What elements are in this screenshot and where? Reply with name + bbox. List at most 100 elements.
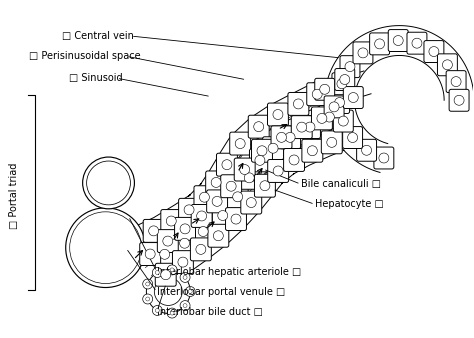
Circle shape xyxy=(273,110,283,120)
Circle shape xyxy=(146,270,190,313)
FancyBboxPatch shape xyxy=(227,185,248,208)
Circle shape xyxy=(155,270,159,274)
FancyBboxPatch shape xyxy=(343,127,363,148)
FancyBboxPatch shape xyxy=(241,191,262,214)
Circle shape xyxy=(260,181,270,191)
Circle shape xyxy=(244,173,254,183)
Circle shape xyxy=(155,277,182,306)
Text: □ Portal triad: □ Portal triad xyxy=(9,163,18,229)
Circle shape xyxy=(276,132,286,142)
FancyBboxPatch shape xyxy=(407,32,427,54)
Circle shape xyxy=(180,238,190,248)
Text: Interlobar portal venule □: Interlobar portal venule □ xyxy=(157,287,285,297)
Circle shape xyxy=(320,84,330,94)
FancyBboxPatch shape xyxy=(353,42,373,64)
FancyBboxPatch shape xyxy=(191,204,212,227)
FancyBboxPatch shape xyxy=(370,33,390,55)
Circle shape xyxy=(335,98,345,107)
Circle shape xyxy=(66,208,146,288)
Circle shape xyxy=(145,249,155,259)
Circle shape xyxy=(254,122,264,132)
FancyBboxPatch shape xyxy=(388,30,408,51)
Circle shape xyxy=(170,311,174,315)
FancyBboxPatch shape xyxy=(267,103,288,126)
FancyBboxPatch shape xyxy=(221,175,242,198)
FancyBboxPatch shape xyxy=(329,92,350,114)
Circle shape xyxy=(305,122,315,132)
Circle shape xyxy=(233,192,243,202)
Circle shape xyxy=(324,112,334,122)
Text: □ Central vein: □ Central vein xyxy=(63,31,134,41)
FancyBboxPatch shape xyxy=(173,251,193,273)
Circle shape xyxy=(393,35,403,46)
Circle shape xyxy=(231,214,241,224)
FancyBboxPatch shape xyxy=(356,139,376,161)
FancyBboxPatch shape xyxy=(207,190,228,213)
Circle shape xyxy=(273,166,283,176)
FancyBboxPatch shape xyxy=(212,204,233,227)
Circle shape xyxy=(212,196,222,206)
Circle shape xyxy=(152,268,162,277)
FancyBboxPatch shape xyxy=(154,243,175,266)
FancyBboxPatch shape xyxy=(446,71,466,93)
FancyBboxPatch shape xyxy=(230,132,251,155)
Circle shape xyxy=(170,268,174,272)
Circle shape xyxy=(379,153,389,163)
FancyBboxPatch shape xyxy=(161,210,182,233)
Circle shape xyxy=(155,309,159,312)
Text: Interlobar bile duct □: Interlobar bile duct □ xyxy=(157,307,263,317)
FancyBboxPatch shape xyxy=(302,139,323,162)
Circle shape xyxy=(152,306,162,315)
Circle shape xyxy=(442,60,452,70)
FancyBboxPatch shape xyxy=(438,54,457,76)
Circle shape xyxy=(149,226,159,236)
Circle shape xyxy=(180,272,190,282)
Circle shape xyxy=(196,244,206,254)
FancyBboxPatch shape xyxy=(155,263,176,286)
Circle shape xyxy=(183,304,187,308)
Circle shape xyxy=(362,145,372,155)
Text: Hepatocyte □: Hepatocyte □ xyxy=(315,199,383,209)
Circle shape xyxy=(312,89,322,99)
Circle shape xyxy=(340,74,350,84)
Circle shape xyxy=(146,282,150,286)
Circle shape xyxy=(218,211,228,220)
FancyBboxPatch shape xyxy=(332,73,352,95)
Circle shape xyxy=(167,265,177,275)
Circle shape xyxy=(87,161,130,205)
Circle shape xyxy=(161,270,171,280)
FancyBboxPatch shape xyxy=(174,217,195,240)
Circle shape xyxy=(345,62,355,72)
Text: Interlobar hepatic arteriole □: Interlobar hepatic arteriole □ xyxy=(157,267,301,277)
Circle shape xyxy=(180,224,190,234)
Circle shape xyxy=(235,139,245,149)
Circle shape xyxy=(268,143,278,153)
FancyBboxPatch shape xyxy=(239,166,260,189)
FancyBboxPatch shape xyxy=(449,89,469,111)
Circle shape xyxy=(70,212,141,284)
Circle shape xyxy=(197,211,207,221)
Circle shape xyxy=(222,160,232,170)
Circle shape xyxy=(429,47,439,56)
FancyBboxPatch shape xyxy=(234,158,255,181)
Circle shape xyxy=(213,231,223,241)
FancyBboxPatch shape xyxy=(263,137,283,160)
Circle shape xyxy=(451,77,461,87)
FancyBboxPatch shape xyxy=(143,219,164,242)
FancyBboxPatch shape xyxy=(319,105,340,128)
Circle shape xyxy=(143,294,153,304)
Circle shape xyxy=(160,249,170,259)
Circle shape xyxy=(185,287,195,296)
Circle shape xyxy=(329,102,339,112)
Circle shape xyxy=(348,93,358,102)
Circle shape xyxy=(412,38,422,48)
Circle shape xyxy=(255,155,265,165)
Text: Bile canaliculi □: Bile canaliculi □ xyxy=(301,179,381,189)
FancyBboxPatch shape xyxy=(208,224,229,247)
FancyBboxPatch shape xyxy=(226,208,246,231)
FancyBboxPatch shape xyxy=(280,126,301,149)
Circle shape xyxy=(257,146,267,156)
Circle shape xyxy=(347,132,357,143)
FancyBboxPatch shape xyxy=(311,107,332,130)
Circle shape xyxy=(338,116,348,126)
